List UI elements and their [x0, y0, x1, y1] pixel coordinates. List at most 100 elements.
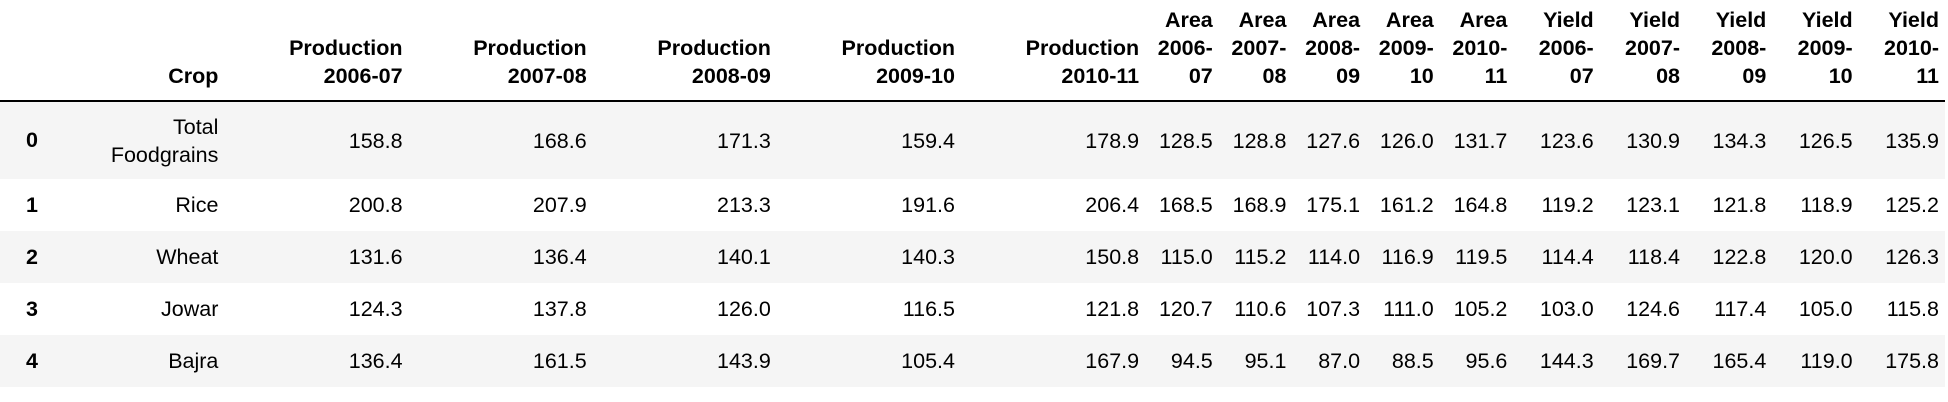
- value-cell: 119.5: [1455, 245, 1508, 269]
- value-cell: 200.8: [348, 193, 403, 217]
- value-cell: 115.0: [1160, 245, 1213, 269]
- value-cell: 117.4: [1714, 297, 1767, 321]
- value-cell: 103.0: [1539, 297, 1594, 321]
- row-index: 0: [26, 128, 38, 152]
- value-cell: 124.6: [1626, 297, 1681, 321]
- value-cell: 115.8: [1886, 297, 1939, 321]
- header-row: Crop Production 2006-07 Production 2007-08…: [0, 0, 1945, 102]
- column-header: Yield 2010-11: [1858, 0, 1945, 102]
- value-cell: 123.6: [1539, 128, 1594, 153]
- value-cell: 115.2: [1234, 245, 1287, 269]
- value-cell: 126.0: [1379, 128, 1434, 153]
- value-cell: 114.0: [1307, 245, 1361, 269]
- column-header: Area 2010-11: [1439, 0, 1514, 102]
- dataframe-table: Crop Production 2006-07 Production 2007-08…: [0, 0, 1945, 387]
- value-cell: 164.8: [1453, 193, 1508, 217]
- value-cell: 178.9: [1085, 128, 1140, 153]
- value-cell: 134.3: [1712, 128, 1767, 153]
- row-index: 1: [26, 192, 38, 217]
- value-cell: 120.0: [1798, 245, 1853, 269]
- value-cell: 144.3: [1539, 349, 1594, 373]
- value-cell: 135.9: [1885, 128, 1939, 153]
- table-header: Crop Production 2006-07 Production 2007-08…: [0, 0, 1945, 102]
- value-cell: 137.8: [532, 297, 587, 321]
- value-cell: 120.7: [1158, 297, 1213, 321]
- value-cell: 125.2: [1885, 193, 1939, 217]
- value-cell: 175.1: [1306, 193, 1361, 217]
- value-cell: 168.6: [532, 128, 587, 153]
- value-cell: 105.4: [901, 349, 955, 373]
- value-cell: 124.3: [348, 297, 403, 321]
- crop-cell: Rice: [175, 193, 219, 217]
- value-cell: 121.8: [1085, 297, 1140, 321]
- value-cell: 169.7: [1626, 349, 1681, 373]
- value-cell: 111.0: [1383, 297, 1434, 321]
- value-cell: 136.4: [348, 349, 403, 373]
- column-header: Production 2006-07: [224, 0, 409, 102]
- value-cell: 207.9: [532, 193, 587, 217]
- value-cell: 159.4: [901, 128, 955, 153]
- row-index: 3: [26, 296, 38, 321]
- value-cell: 87.0: [1318, 349, 1361, 373]
- value-cell: 131.6: [348, 245, 403, 269]
- value-cell: 95.1: [1244, 349, 1287, 373]
- value-cell: 95.6: [1465, 349, 1508, 373]
- value-cell: 168.9: [1232, 193, 1287, 217]
- column-header: Yield 2008-09: [1686, 0, 1773, 102]
- value-cell: 175.8: [1885, 349, 1939, 373]
- crop-cell: Bajra: [168, 349, 219, 373]
- value-cell: 140.1: [717, 245, 771, 269]
- value-cell: 110.6: [1234, 297, 1287, 321]
- value-cell: 105.2: [1453, 297, 1508, 321]
- crop-cell: Total Foodgrains: [110, 114, 219, 167]
- value-cell: 119.2: [1541, 193, 1594, 217]
- value-cell: 116.5: [902, 297, 955, 321]
- value-cell: 191.6: [901, 193, 955, 217]
- value-cell: 94.5: [1170, 349, 1213, 373]
- value-cell: 206.4: [1085, 193, 1140, 217]
- value-cell: 131.7: [1453, 128, 1508, 153]
- index-header: [0, 0, 64, 102]
- value-cell: 88.5: [1391, 349, 1434, 373]
- table-row: 1 Rice 200.8 207.9 213.3 191.6 206.4 168.5 168.9…: [0, 179, 1945, 231]
- dataframe-table-container: Crop Production 2006-07 Production 2007-08…: [0, 0, 1945, 387]
- value-cell: 107.3: [1306, 297, 1361, 321]
- value-cell: 119.0: [1800, 349, 1853, 373]
- column-header: Production 2010-11: [960, 0, 1146, 102]
- value-cell: 158.8: [348, 128, 403, 153]
- value-cell: 167.9: [1085, 349, 1140, 373]
- value-cell: 123.1: [1626, 193, 1681, 217]
- value-cell: 121.8: [1712, 193, 1767, 217]
- value-cell: 118.9: [1800, 193, 1853, 217]
- column-header: Area 2007-08: [1218, 0, 1293, 102]
- value-cell: 126.3: [1885, 245, 1939, 269]
- value-cell: 140.3: [901, 245, 955, 269]
- value-cell: 116.9: [1381, 245, 1434, 269]
- value-cell: 161.5: [532, 349, 587, 373]
- table-row: 0 Total Foodgrains 158.8 168.6 171.3 159.4 178…: [0, 101, 1945, 179]
- column-header: Area 2008-09: [1292, 0, 1367, 102]
- column-header: Crop: [63, 0, 225, 102]
- column-header: Area 2009-10: [1366, 0, 1440, 102]
- crop-cell: Jowar: [161, 297, 219, 321]
- table-body: 0 Total Foodgrains 158.8 168.6 171.3 159.4 178…: [0, 101, 1945, 387]
- value-cell: 127.6: [1306, 128, 1361, 153]
- value-cell: 128.8: [1232, 128, 1287, 153]
- column-header: Yield 2009-10: [1772, 0, 1859, 102]
- table-row: 2 Wheat 131.6 136.4 140.1 140.3 150.8 115.0 115.…: [0, 231, 1945, 283]
- row-index: 4: [26, 348, 38, 373]
- value-cell: 130.9: [1626, 128, 1681, 153]
- value-cell: 150.8: [1085, 245, 1140, 269]
- table-row: 4 Bajra 136.4 161.5 143.9 105.4 167.9 94.5 95.1 8…: [0, 335, 1945, 387]
- value-cell: 126.0: [717, 297, 771, 321]
- value-cell: 165.4: [1712, 349, 1767, 373]
- value-cell: 126.5: [1798, 128, 1853, 153]
- value-cell: 118.4: [1627, 245, 1681, 269]
- row-index: 2: [26, 244, 38, 269]
- table-row: 3 Jowar 124.3 137.8 126.0 116.5 121.8 120.7 110.…: [0, 283, 1945, 335]
- value-cell: 161.2: [1379, 193, 1434, 217]
- value-cell: 136.4: [532, 245, 587, 269]
- value-cell: 128.5: [1158, 128, 1213, 153]
- value-cell: 168.5: [1158, 193, 1213, 217]
- column-header: Area 2006-07: [1145, 0, 1219, 102]
